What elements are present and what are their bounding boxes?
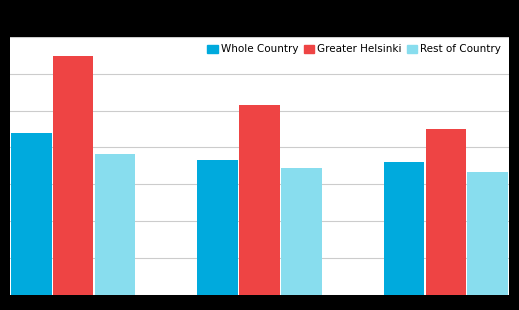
Bar [468,172,508,294]
Bar [239,104,280,294]
Bar [53,55,93,294]
Bar [281,168,322,294]
Bar [94,153,135,294]
Bar [11,133,51,294]
Bar [384,162,425,294]
Bar [426,129,466,294]
Bar [197,160,238,294]
Legend: Whole Country, Greater Helsinki, Rest of Country: Whole Country, Greater Helsinki, Rest of… [206,42,503,56]
